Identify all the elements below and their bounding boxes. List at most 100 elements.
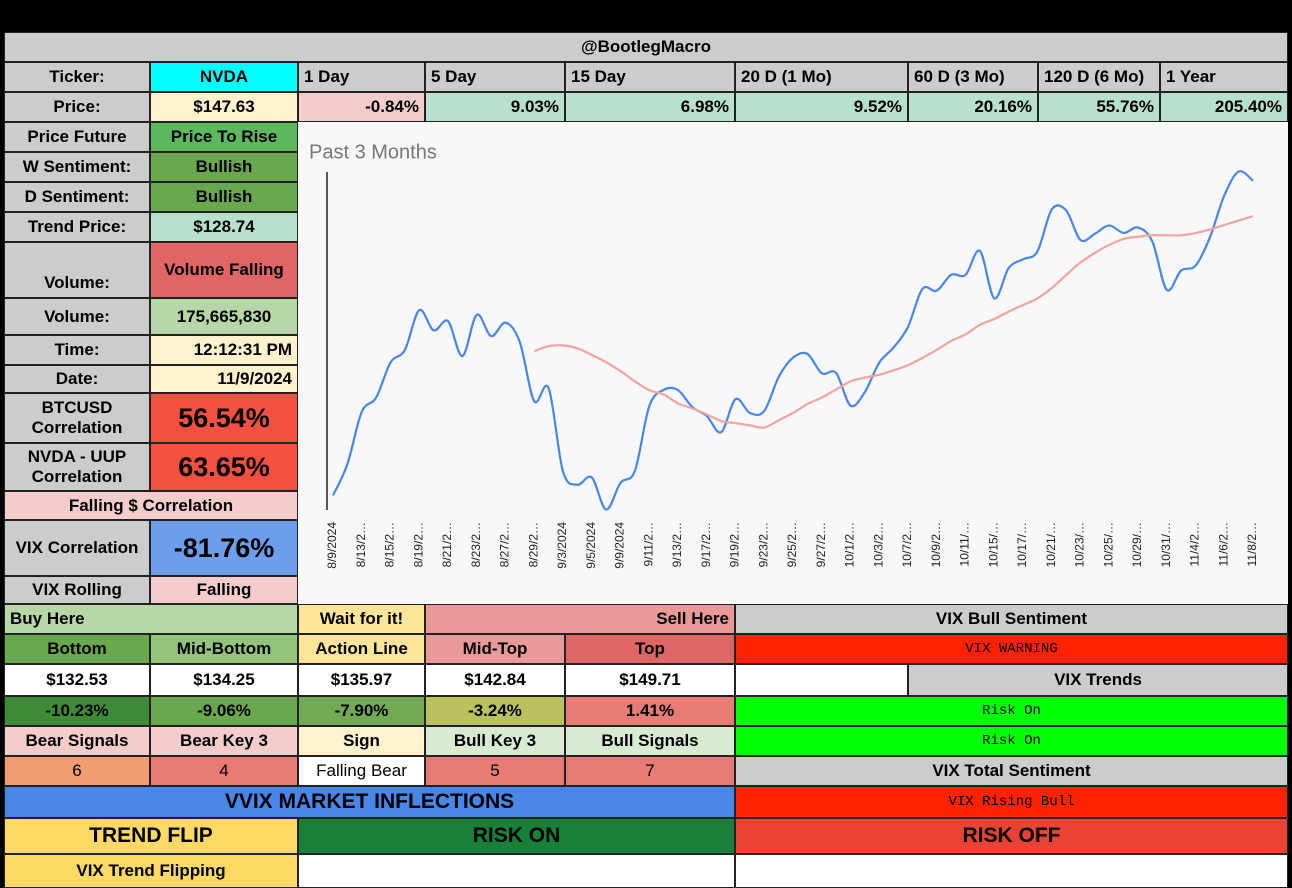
cell: BTCUSD Correlation [4, 393, 150, 443]
cell: VIX WARNING [735, 634, 1288, 664]
cell: VVIX MARKET INFLECTIONS [4, 786, 735, 818]
line [533, 215, 1254, 429]
cell: Trend Price: [4, 212, 150, 242]
cell [735, 854, 1288, 888]
cell: Bullish [150, 182, 298, 212]
cell: 15 Day [565, 62, 735, 92]
cell: RISK OFF [735, 818, 1288, 854]
cell: -3.24% [425, 696, 565, 726]
cell [735, 664, 908, 696]
cell: 120 D (6 Mo) [1038, 62, 1160, 92]
chart: Past 3 Months 8/9/2024 8/13/2… 8/15/2… 8/19… [298, 122, 1288, 604]
cell: VIX Trends [908, 664, 1288, 696]
cell: TREND FLIP [4, 818, 298, 854]
x-tick-label: 8/15/2… [383, 522, 397, 567]
x-tick-label: 9/17/2… [699, 522, 713, 567]
cell: -10.23% [4, 696, 150, 726]
cell: 9.03% [425, 92, 565, 122]
cell: VIX Total Sentiment [735, 756, 1288, 786]
cell: -81.76% [150, 520, 298, 576]
x-tick-label: 8/23/2… [469, 522, 483, 567]
cell: 20.16% [908, 92, 1038, 122]
cell: VIX Trend Flipping [4, 854, 298, 888]
cell: 5 [425, 756, 565, 786]
x-tick-label: 8/21/2… [440, 522, 454, 567]
cell: $132.53 [4, 664, 150, 696]
cell: Price Future [4, 122, 150, 152]
chart-title: Past 3 Months [309, 141, 437, 163]
cell: $134.25 [150, 664, 298, 696]
x-tick-label: 11/8/2… [1245, 522, 1259, 566]
cell: 55.76% [1038, 92, 1160, 122]
x-tick-label: 9/5/2024 [584, 522, 598, 569]
x-tick-label: 10/11/… [958, 522, 972, 566]
cell: Action Line [298, 634, 425, 664]
cell: Mid-Top [425, 634, 565, 664]
cell: 20 D (1 Mo) [735, 62, 908, 92]
x-tick-label: 10/15/… [986, 522, 1000, 567]
cell: Top [565, 634, 735, 664]
cell: $147.63 [150, 92, 298, 122]
cell: -0.84% [298, 92, 425, 122]
x-tick-label: 10/1/2… [843, 522, 857, 567]
x-tick-label: 8/9/2024 [325, 522, 339, 569]
x-tick-label: 10/9/2… [929, 522, 943, 567]
x-tick-label: 10/7/2… [900, 522, 914, 567]
cell: $142.84 [425, 664, 565, 696]
cell: 7 [565, 756, 735, 786]
cell: 6 [4, 756, 150, 786]
cell: 205.40% [1160, 92, 1288, 122]
x-tick-label: 10/25/… [1101, 522, 1115, 567]
cell: Volume Falling [150, 242, 298, 298]
x-tick-label: 9/27/2… [814, 522, 828, 567]
cell: 56.54% [150, 393, 298, 443]
cell: 1.41% [565, 696, 735, 726]
cell: $135.97 [298, 664, 425, 696]
cell: VIX Bull Sentiment [735, 604, 1288, 634]
cell: 11/9/2024 [150, 365, 298, 393]
x-tick-label: 9/11/2… [641, 522, 655, 566]
x-tick-label: 11/4/2… [1188, 522, 1202, 566]
cell: Bull Key 3 [425, 726, 565, 756]
x-tick-label: 10/17/… [1015, 522, 1029, 567]
cell: RISK ON [298, 818, 735, 854]
cell: 175,665,830 [150, 298, 298, 335]
x-tick-label: 8/29/2… [526, 522, 540, 567]
x-tick-label: 10/21/… [1044, 522, 1058, 567]
cell: 63.65% [150, 443, 298, 491]
cell: Sign [298, 726, 425, 756]
cell: Bear Signals [4, 726, 150, 756]
cell: D Sentiment: [4, 182, 150, 212]
x-tick-label: 10/31/… [1159, 522, 1173, 567]
cell: Volume: [4, 298, 150, 335]
x-tick-label: 9/3/2024 [555, 522, 569, 569]
x-tick-label: 9/19/2… [728, 522, 742, 567]
x-tick-label: 10/3/2… [871, 522, 885, 567]
cell: Price To Rise [150, 122, 298, 152]
cell: Risk On [735, 726, 1288, 756]
cell: Bottom [4, 634, 150, 664]
cell: -9.06% [150, 696, 298, 726]
cell: Wait for it! [298, 604, 425, 634]
x-tick-label: 8/13/2… [354, 522, 368, 567]
cell: 60 D (3 Mo) [908, 62, 1038, 92]
cell: Ticker: [4, 62, 150, 92]
cell: Bear Key 3 [150, 726, 298, 756]
cell: 6.98% [565, 92, 735, 122]
x-tick-label: 9/23/2… [756, 522, 770, 567]
cell: Date: [4, 365, 150, 393]
x-tick-label: 9/9/2024 [613, 522, 627, 569]
cell: @BootlegMacro [4, 32, 1288, 62]
x-tick-label: 11/6/2… [1216, 522, 1230, 566]
x-tick-label: 10/23/… [1073, 522, 1087, 567]
cell: -7.90% [298, 696, 425, 726]
cell: Price: [4, 92, 150, 122]
cell: Falling $ Correlation [4, 491, 298, 520]
cell: 1 Day [298, 62, 425, 92]
cell: 9.52% [735, 92, 908, 122]
x-tick-label: 8/19/2… [411, 522, 425, 567]
line [332, 170, 1254, 511]
cell: Risk On [735, 696, 1288, 726]
